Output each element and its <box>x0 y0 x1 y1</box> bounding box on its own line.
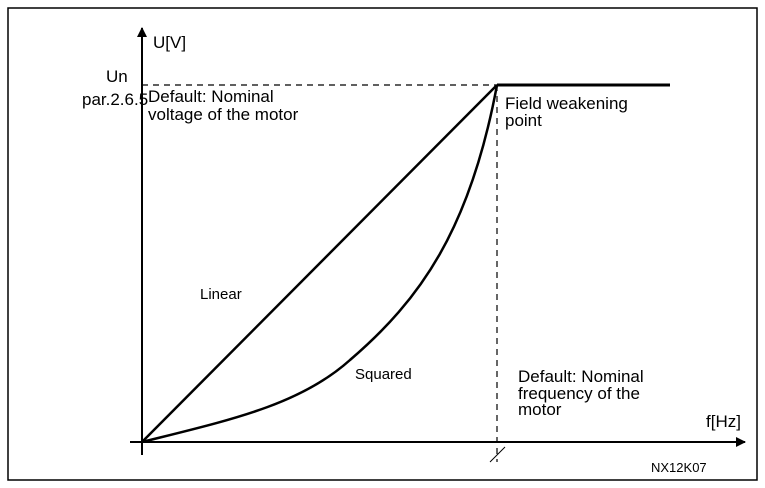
frame <box>7 7 758 481</box>
un-label: Un <box>106 67 128 86</box>
field-weakening-label: point <box>505 111 542 130</box>
frequency-note: frequency of the <box>518 384 640 403</box>
y-axis-label: U[V] <box>153 33 186 52</box>
voltage-note: Default: Nominal <box>148 87 274 106</box>
linear-curve <box>141 84 498 443</box>
field-weakening-label: Field weakening <box>505 94 628 113</box>
figure-id: NX12K07 <box>651 460 707 475</box>
pointer-line <box>489 446 506 463</box>
par-label: par.2.6.5 <box>82 90 148 109</box>
squared-label: Squared <box>355 366 412 383</box>
linear-label: Linear <box>200 286 242 303</box>
x-axis-label: f[Hz] <box>706 412 741 431</box>
frequency-note: Default: Nominal <box>518 367 644 386</box>
frequency-note: motor <box>518 400 562 419</box>
squared-curve <box>141 84 499 444</box>
voltage-note: voltage of the motor <box>148 105 299 124</box>
